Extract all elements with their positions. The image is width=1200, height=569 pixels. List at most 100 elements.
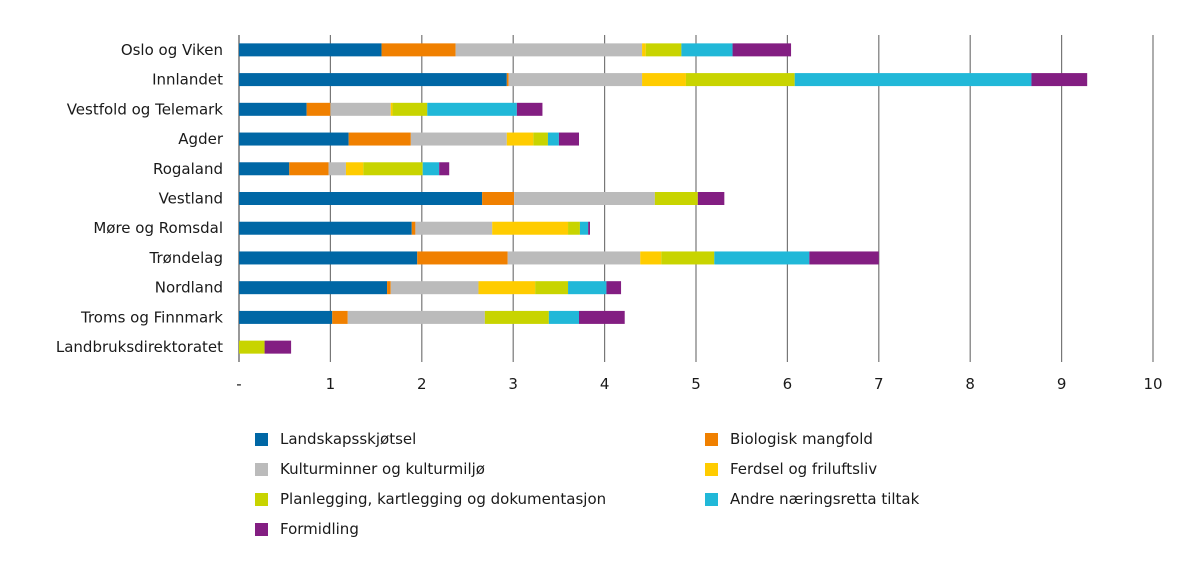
x-tick-label: 6	[783, 375, 793, 393]
bar-segment	[697, 192, 725, 205]
legend-item: Planlegging, kartlegging og dokumentasjo…	[255, 485, 705, 513]
bar-segment	[415, 221, 493, 235]
bar-segment	[533, 132, 548, 146]
x-tick-label: 1	[326, 375, 336, 393]
bar-segment	[640, 251, 662, 265]
bar-segment	[332, 310, 348, 324]
category-label: Møre og Romsdal	[93, 219, 223, 237]
bar-segment	[579, 310, 625, 324]
bar-segment	[506, 73, 509, 87]
legend-swatch	[705, 492, 718, 506]
legend: Landskapsskjøtsel Biologisk mangfold Kultu…	[255, 425, 1015, 543]
bar-segment	[558, 132, 580, 146]
bar-segment	[347, 310, 485, 324]
bar-segment	[455, 43, 643, 57]
bar-segment	[547, 132, 559, 146]
x-tick-label: 5	[691, 375, 701, 393]
bar-segment	[239, 102, 307, 116]
legend-label: Kulturminner og kulturmiljø	[280, 460, 485, 478]
bar-segment	[482, 192, 515, 205]
bar-segment	[484, 310, 549, 324]
bar-segment	[328, 162, 346, 176]
legend-label: Formidling	[280, 520, 359, 538]
legend-label: Biologisk mangfold	[730, 430, 873, 448]
bar-segment	[606, 281, 622, 295]
bar-segment	[239, 132, 349, 146]
category-label: Vestland	[159, 190, 223, 208]
bar-segment	[417, 251, 508, 265]
bar-segment	[579, 221, 589, 235]
bar-segment	[514, 192, 655, 205]
bar-segment	[381, 43, 456, 57]
bar-segment	[1031, 73, 1088, 87]
bar-segment	[588, 221, 590, 235]
bar-segment	[348, 132, 411, 146]
bar-segment	[239, 251, 418, 265]
bar-segment	[239, 43, 382, 57]
category-label: Vestfold og Telemark	[67, 100, 224, 118]
bar-segment	[239, 73, 507, 87]
bar-segment	[508, 73, 643, 87]
bar-segment	[548, 310, 580, 324]
category-label: Agder	[178, 130, 224, 148]
bar-segment	[516, 102, 543, 116]
bar-segment	[492, 221, 569, 235]
x-tick-label: 2	[417, 375, 427, 393]
category-label: Landbruksdirektoratet	[56, 338, 223, 356]
bar-segment	[410, 132, 507, 146]
bar-segment	[330, 102, 391, 116]
bar-segment	[390, 102, 393, 116]
legend-label: Planlegging, kartlegging og dokumentasjo…	[280, 490, 607, 508]
bar-segment	[645, 43, 682, 57]
x-tick-label: 8	[965, 375, 975, 393]
bar-segment	[685, 73, 795, 87]
bar-segment	[507, 251, 641, 265]
legend-swatch	[255, 522, 268, 536]
bar-segment	[714, 251, 810, 265]
legend-swatch	[705, 432, 718, 446]
x-tick-labels: - 1 2 3 4 5 6 7 8 9 10	[236, 375, 1162, 393]
bar-segment	[392, 102, 428, 116]
x-tick-label: 7	[874, 375, 884, 393]
category-label: Trøndelag	[149, 249, 223, 267]
bar-segment	[681, 43, 733, 57]
bar-segment	[239, 340, 265, 354]
legend-label: Ferdsel og friluftsliv	[730, 460, 878, 478]
legend-item: Kulturminner og kulturmiljø	[255, 455, 705, 483]
x-tick-label: 9	[1057, 375, 1067, 393]
bar-segment	[390, 281, 479, 295]
bar-segment	[289, 162, 329, 176]
bar-segment	[422, 162, 440, 176]
legend-swatch	[255, 462, 268, 476]
bar-segment	[568, 221, 580, 235]
legend-item: Ferdsel og friluftsliv	[705, 455, 1005, 483]
bar-segment	[387, 281, 391, 295]
legend-item: Andre næringsretta tiltak	[705, 485, 1005, 513]
bar-segment	[239, 221, 412, 235]
category-label: Innlandet	[152, 71, 223, 89]
bar-segment	[642, 73, 686, 87]
bar-segment	[568, 281, 607, 295]
legend-swatch	[255, 432, 268, 446]
bar-segment	[506, 132, 534, 146]
x-tick-label: -	[236, 375, 241, 393]
category-label: Nordland	[155, 279, 223, 297]
bar-segment	[239, 281, 388, 295]
legend-item: Formidling	[255, 515, 705, 543]
bars	[239, 43, 1088, 354]
bar-segment	[306, 102, 331, 116]
category-labels: Oslo og Viken Innlandet Vestfold og Telema…	[56, 41, 224, 356]
category-label: Oslo og Viken	[121, 41, 223, 59]
category-label: Troms og Finnmark	[80, 308, 223, 326]
stacked-bar-chart: Oslo og Viken Innlandet Vestfold og Telema…	[56, 35, 1163, 393]
legend-swatch	[705, 462, 718, 476]
legend-swatch	[255, 492, 268, 506]
bar-segment	[661, 251, 715, 265]
bar-segment	[363, 162, 423, 176]
legend-label: Landskapsskjøtsel	[280, 430, 417, 448]
x-tick-label: 3	[508, 375, 518, 393]
category-label: Rogaland	[153, 160, 223, 178]
bar-segment	[654, 192, 698, 205]
legend-label: Andre næringsretta tiltak	[730, 490, 920, 508]
bar-segment	[239, 162, 290, 176]
